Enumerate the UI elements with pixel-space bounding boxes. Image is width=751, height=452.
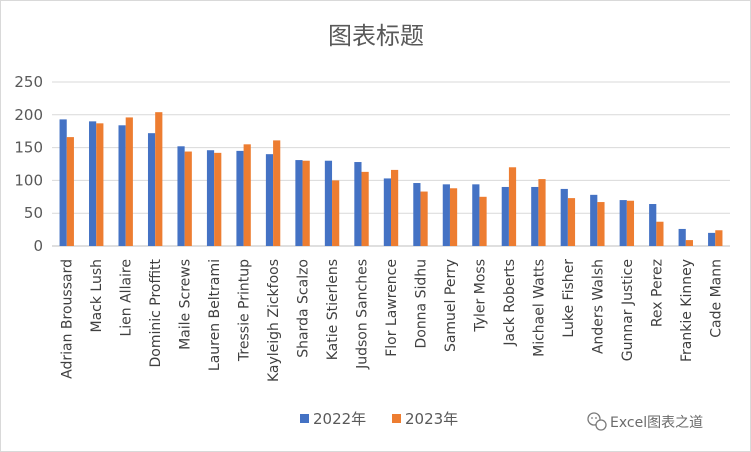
bar-series-2 <box>125 117 133 246</box>
bar-series-2 <box>184 151 192 246</box>
bar-series-2 <box>243 144 251 246</box>
y-tick-label: 200 <box>14 106 43 124</box>
bar-series-1 <box>619 200 627 246</box>
x-tick-label: Tyler Moss <box>472 259 488 333</box>
x-tick-label: Gunnar Justice <box>620 259 636 361</box>
x-tick-label: Katie Stierlens <box>325 259 341 360</box>
bar-series-2 <box>715 230 723 246</box>
bar-series-1 <box>295 160 303 246</box>
chart-title: 图表标题 <box>328 22 424 50</box>
bar-series-2 <box>626 200 635 246</box>
bar-series-2 <box>155 112 163 247</box>
bar-series-2 <box>214 152 222 246</box>
x-tick-label: Dominic Proffitt <box>148 258 164 367</box>
bar-series-2 <box>361 171 369 246</box>
bar-series-2 <box>66 137 74 246</box>
bar-series-1 <box>118 125 126 246</box>
legend-label: 2022年 <box>313 410 366 428</box>
x-tick-label: Maile Screws <box>178 259 194 350</box>
x-tick-label: Kayleigh Zickfoos <box>266 259 282 382</box>
bar-series-1 <box>531 186 539 246</box>
x-tick-label: Cade Mann <box>708 259 724 338</box>
bar-series-2 <box>420 191 428 246</box>
legend-swatch <box>300 414 309 423</box>
x-tick-label: Michael Watts <box>531 259 547 357</box>
x-tick-label: Jack Roberts <box>502 259 518 347</box>
watermark-text: Excel图表之道 <box>610 415 703 431</box>
bar-series-2 <box>391 169 399 246</box>
legend: 2022年 2023年 <box>300 410 458 428</box>
bar-series-2 <box>685 240 693 246</box>
bar-series-1 <box>590 194 598 246</box>
watermark: Excel图表之道 <box>587 412 703 431</box>
bar-series-2 <box>597 202 605 246</box>
bar-series-1 <box>147 133 156 246</box>
bar-series-1 <box>501 186 509 246</box>
bar-series-2 <box>273 140 281 246</box>
legend-swatch <box>392 414 401 423</box>
bar-series-2 <box>538 179 546 246</box>
x-tick-label: Flor Lawrence <box>384 259 400 357</box>
x-tick-label: Judson Sanches <box>355 259 371 370</box>
bar-series-2 <box>567 198 576 246</box>
bar-series-1 <box>678 228 686 246</box>
bar-series-2 <box>656 221 664 246</box>
bar-series-2 <box>508 167 517 246</box>
y-tick-label: 50 <box>24 204 43 222</box>
bar-series-1 <box>324 160 333 246</box>
bar-series-1 <box>265 154 274 246</box>
x-tick-label: Adrian Broussard <box>60 259 76 379</box>
gridlines <box>52 81 730 247</box>
wechat-icon <box>587 412 607 431</box>
bars <box>59 112 723 247</box>
x-tick-label: Luke Fisher <box>561 259 577 338</box>
bar-series-1 <box>236 150 244 246</box>
x-tick-label: Lien Allaire <box>119 259 135 337</box>
bar-series-1 <box>649 204 657 246</box>
bar-series-1 <box>177 146 185 246</box>
bar-series-1 <box>59 119 67 246</box>
bar-series-2 <box>479 196 487 246</box>
legend-label: 2023年 <box>405 410 458 428</box>
x-tick-label: Tressie Printup <box>237 259 253 362</box>
bar-series-1 <box>708 232 716 246</box>
y-tick-label: 150 <box>14 139 43 157</box>
x-tick-label: Frankie Kinney <box>679 259 695 362</box>
x-tick-label: Lauren Beltrami <box>207 259 223 371</box>
bar-series-1 <box>89 121 97 246</box>
x-tick-label: Anders Walsh <box>590 259 606 354</box>
bar-series-1 <box>472 184 480 246</box>
bar-series-2 <box>302 160 310 246</box>
x-tick-label: Mack Lush <box>89 259 105 333</box>
bar-series-2 <box>96 123 104 246</box>
bar-series-1 <box>560 188 568 246</box>
bar-series-1 <box>413 183 421 246</box>
y-tick-label: 0 <box>33 237 43 255</box>
bar-series-2 <box>332 180 340 246</box>
bar-series-1 <box>442 184 450 246</box>
x-tick-label: Sharda Scalzo <box>296 259 312 358</box>
bar-series-2 <box>449 188 458 246</box>
y-axis: 0 50 100 150 200 250 <box>14 73 43 255</box>
y-tick-label: 100 <box>14 171 43 189</box>
bar-series-1 <box>383 178 391 246</box>
bar-series-1 <box>206 150 215 246</box>
x-tick-label: Rex Perez <box>649 259 665 327</box>
x-tick-label: Donna Sidhu <box>413 259 429 349</box>
x-axis: Adrian Broussard Mack Lush Lien Allaire Dom… <box>60 258 725 382</box>
y-tick-label: 250 <box>14 73 43 91</box>
bar-series-1 <box>354 162 362 246</box>
x-tick-label: Samuel Perry <box>443 259 459 352</box>
